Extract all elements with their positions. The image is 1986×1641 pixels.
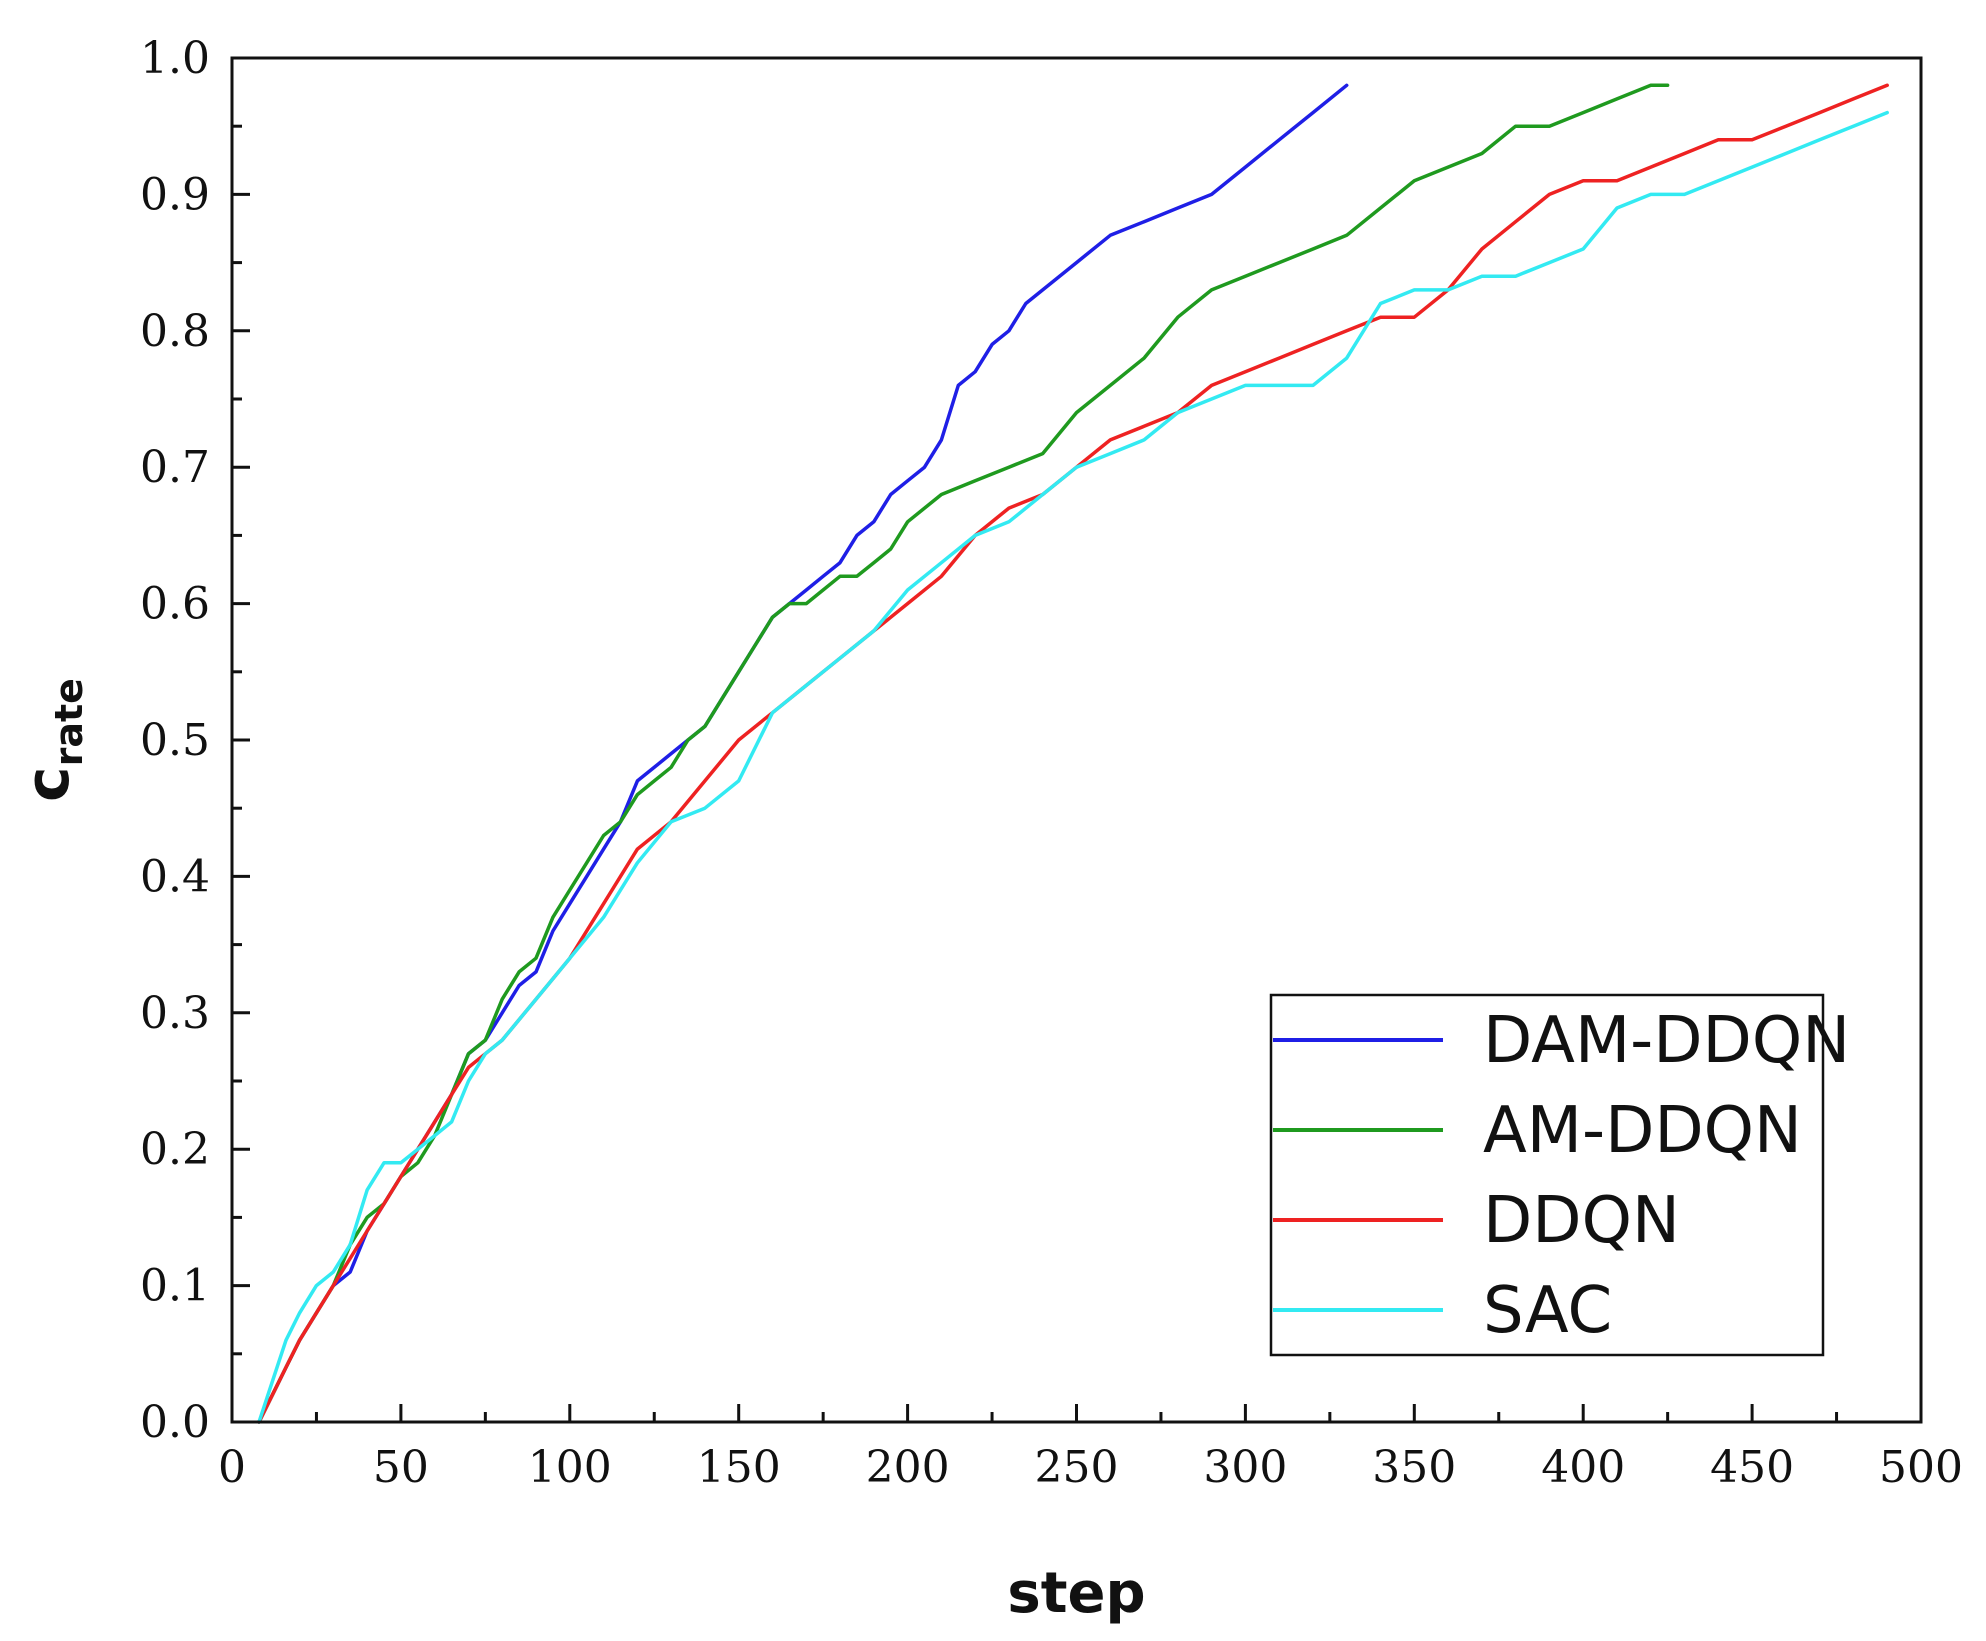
x-tick-label: 200 xyxy=(866,1442,950,1493)
y-tick-label: 0.3 xyxy=(140,988,210,1039)
series-line-sac xyxy=(257,110,1889,1424)
y-tick-labels: 0.0 0.1 0.2 0.3 0.4 0.5 0.6 0.7 0.8 0.9 1.0 xyxy=(140,33,210,1448)
x-tick-label: 250 xyxy=(1035,1442,1119,1493)
y-tick-label: 0.1 xyxy=(140,1261,210,1312)
x-tick-label: 400 xyxy=(1541,1442,1625,1493)
y-tick-label: 0.4 xyxy=(140,851,210,902)
y-tick-label: 0.0 xyxy=(140,1397,210,1448)
x-tick-labels: 0 50 100 150 200 250 300 350 400 450 500 xyxy=(218,1442,1963,1493)
x-axis-label: step xyxy=(1007,1561,1145,1626)
y-axis-label: crate xyxy=(13,678,91,802)
y-tick-label: 1.0 xyxy=(140,33,210,84)
y-axis-label-sub: rate xyxy=(47,678,91,766)
x-tick-label: 0 xyxy=(218,1442,246,1493)
axis-ticks xyxy=(230,56,1923,1424)
legend: DAM-DDQN AM-DDQN DDQN SAC xyxy=(1269,993,1850,1357)
y-tick-label: 0.7 xyxy=(140,442,210,493)
series-line-ddqn xyxy=(257,83,1889,1424)
x-tick-label: 100 xyxy=(528,1442,612,1493)
x-tick-label: 350 xyxy=(1372,1442,1456,1493)
y-tick-label: 0.6 xyxy=(140,579,210,630)
legend-label: SAC xyxy=(1483,1274,1612,1348)
legend-entry-am-ddqn: AM-DDQN xyxy=(1273,1094,1802,1168)
series-lines xyxy=(257,83,1889,1424)
y-axis-label-main: c xyxy=(13,766,83,802)
legend-entry-dam-ddqn: DAM-DDQN xyxy=(1273,1004,1850,1078)
legend-box xyxy=(1269,993,1825,1357)
y-tick-label: 0.2 xyxy=(140,1124,210,1175)
x-tick-label: 50 xyxy=(373,1442,429,1493)
svg-text:crate: crate xyxy=(13,678,91,802)
legend-entry-ddqn: DDQN xyxy=(1273,1184,1680,1258)
x-tick-label: 300 xyxy=(1203,1442,1287,1493)
x-tick-label: 150 xyxy=(697,1442,781,1493)
y-tick-label: 0.9 xyxy=(140,169,210,220)
legend-label: DDQN xyxy=(1483,1184,1680,1258)
series-line-am-ddqn xyxy=(257,83,1670,1424)
x-tick-label: 500 xyxy=(1879,1442,1963,1493)
y-tick-label: 0.5 xyxy=(140,715,210,766)
y-tick-label: 0.8 xyxy=(140,306,210,357)
legend-label: DAM-DDQN xyxy=(1483,1004,1850,1078)
legend-entry-sac: SAC xyxy=(1273,1274,1612,1348)
legend-label: AM-DDQN xyxy=(1483,1094,1802,1168)
x-tick-label: 450 xyxy=(1710,1442,1794,1493)
